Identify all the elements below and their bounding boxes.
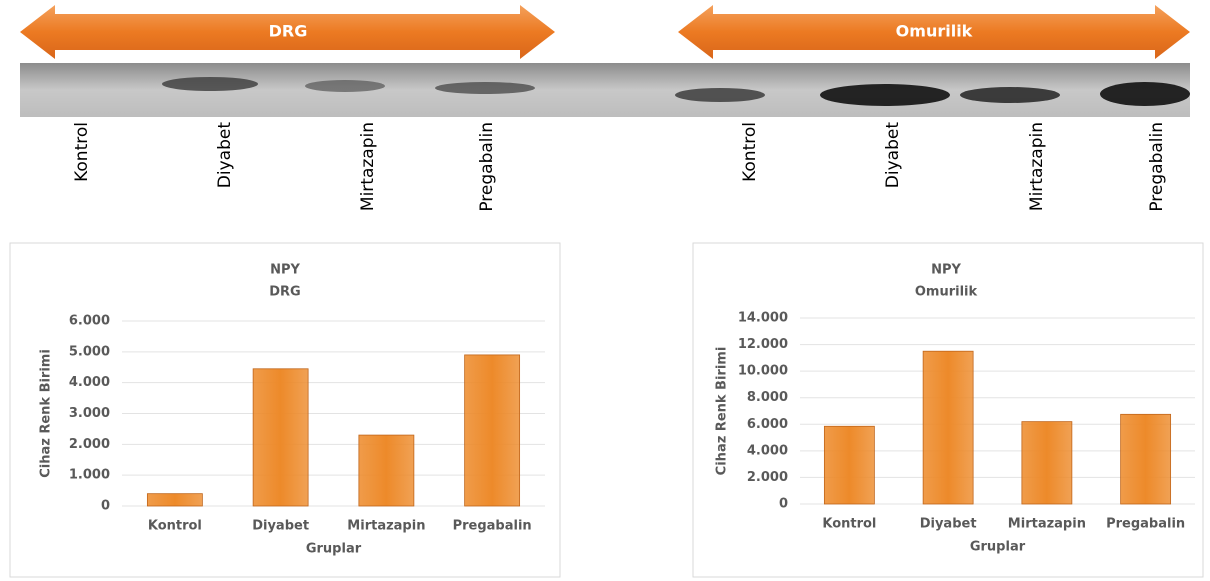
lane-label: Kontrol [740,122,760,182]
lane-label: Diyabet [883,122,903,189]
y-tick-label: 12.000 [738,337,788,352]
y-tick-label: 4.000 [69,375,110,390]
x-tick-label: Pregabalin [1106,517,1185,532]
x-axis-title: Gruplar [306,542,362,557]
bar [922,350,974,505]
y-tick-label: 6.000 [747,417,788,432]
lane-label: Pregabalin [477,122,497,212]
chart-subtitle: Omurilik [915,285,978,300]
bar [1021,421,1073,505]
lane-label: Kontrol [72,122,92,182]
lane-label: Diyabet [215,122,235,189]
y-tick-label: 1.000 [69,468,110,483]
x-tick-label: Pregabalin [453,519,532,534]
chart-frame [9,242,561,578]
y-tick-label: 4.000 [747,443,788,458]
y-tick-label: 5.000 [69,344,110,359]
y-tick-label: 2.000 [747,470,788,485]
y-axis-title: Cihaz Renk Birimi [39,349,54,478]
y-tick-label: 10.000 [738,364,788,379]
bar [146,493,203,507]
x-tick-label: Mirtazapin [1008,517,1086,532]
y-tick-label: 14.000 [738,311,788,326]
y-tick-label: 8.000 [747,390,788,405]
arrow [20,5,555,59]
y-tick-label: 0 [101,499,110,514]
y-tick-label: 3.000 [69,406,110,421]
lane-label: Mirtazapin [1027,122,1047,211]
x-tick-label: Diyabet [252,519,309,534]
x-tick-label: Kontrol [148,519,202,534]
y-axis-title: Cihaz Renk Birimi [715,347,730,476]
bar [823,425,875,505]
x-tick-label: Kontrol [822,517,876,532]
group-label: Omurilik [896,22,973,41]
y-tick-label: 0 [779,497,788,512]
lane-label: Pregabalin [1147,122,1167,212]
bar [1120,413,1172,505]
y-tick-label: 2.000 [69,437,110,452]
bar [358,434,415,507]
arrow [678,5,1190,59]
chart-subtitle: DRG [269,285,300,300]
blot [20,63,1190,117]
x-tick-label: Mirtazapin [347,519,425,534]
x-tick-label: Diyabet [920,517,977,532]
chart-title: NPY [270,263,300,278]
chart-title: NPY [931,263,961,278]
lane-label: Mirtazapin [358,122,378,211]
chart-frame [692,242,1204,578]
bar [252,368,309,507]
group-label: DRG [269,22,308,41]
x-axis-title: Gruplar [970,540,1026,555]
y-tick-label: 6.000 [69,314,110,329]
bar [464,354,521,507]
